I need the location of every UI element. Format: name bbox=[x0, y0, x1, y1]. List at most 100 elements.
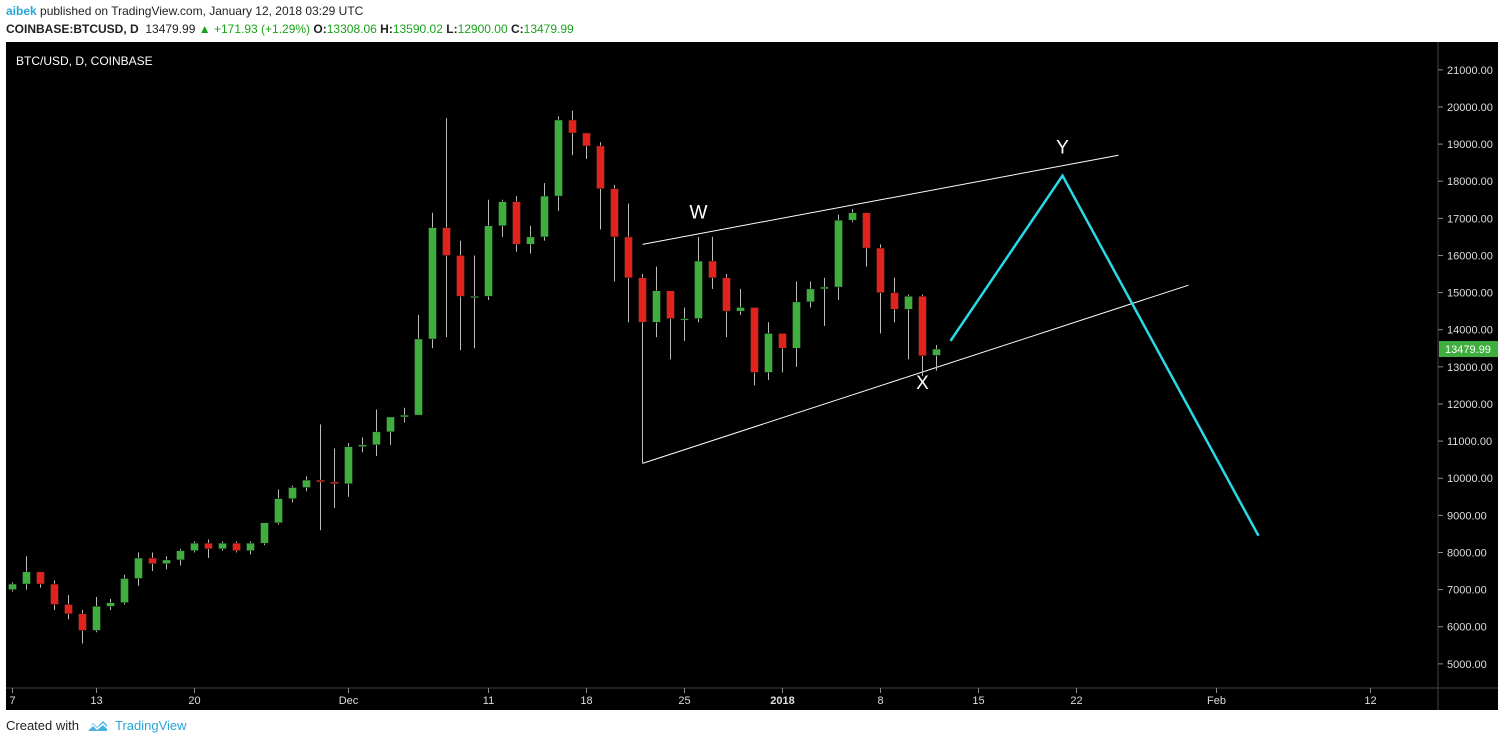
y-tick-label: 19000.00 bbox=[1447, 139, 1493, 151]
candle-body bbox=[456, 255, 465, 297]
candle-body bbox=[596, 145, 605, 189]
created-with-text: Created with bbox=[6, 718, 79, 733]
tradingview-link[interactable]: TradingView bbox=[85, 718, 187, 733]
candle-body bbox=[246, 542, 255, 551]
candle-body bbox=[498, 201, 507, 227]
current-price-label: 13479.99 bbox=[1445, 344, 1491, 356]
x-tick-label: 25 bbox=[678, 695, 690, 707]
candle-body bbox=[260, 522, 269, 544]
candle-body bbox=[806, 288, 815, 303]
candle-body bbox=[526, 236, 535, 245]
wave-label: W bbox=[690, 202, 708, 223]
high-value: 13590.02 bbox=[392, 22, 443, 36]
ohlc-header: COINBASE:BTCUSD, D 13479.99 ▲ +171.93 (+… bbox=[6, 22, 574, 36]
current-price-badge: 13479.99 bbox=[1439, 341, 1498, 358]
candle-body bbox=[372, 431, 381, 446]
candle-body bbox=[918, 296, 927, 356]
footer: Created with TradingView bbox=[6, 718, 187, 733]
x-tick-label: 8 bbox=[877, 695, 883, 707]
y-tick-label: 21000.00 bbox=[1447, 65, 1493, 77]
candle-body bbox=[904, 296, 913, 310]
projection-line bbox=[949, 173, 1260, 537]
candle-body bbox=[764, 333, 773, 373]
candle-body bbox=[134, 557, 143, 579]
close-value: 13479.99 bbox=[523, 22, 574, 36]
candle-body bbox=[78, 613, 87, 631]
channel-line bbox=[642, 284, 1189, 464]
candle-body bbox=[610, 188, 619, 238]
author-link[interactable]: aibek bbox=[6, 4, 37, 18]
candle-body bbox=[554, 119, 563, 197]
low-value: 12900.00 bbox=[457, 22, 508, 36]
candle-body bbox=[64, 604, 73, 614]
up-arrow-icon: ▲ bbox=[198, 22, 211, 36]
candle-body bbox=[120, 578, 129, 603]
y-tick-label: 13000.00 bbox=[1447, 362, 1493, 374]
candle-body bbox=[736, 307, 745, 312]
candle-body bbox=[750, 307, 759, 373]
wave-annotations: W X Y bbox=[690, 137, 1070, 394]
published-text: published on TradingView.com, January 12… bbox=[40, 4, 364, 18]
candle-body bbox=[316, 479, 325, 483]
candle-body bbox=[302, 479, 311, 488]
y-tick-label: 17000.00 bbox=[1447, 213, 1493, 225]
open-label: O: bbox=[313, 22, 327, 36]
y-tick-label: 8000.00 bbox=[1447, 547, 1487, 559]
high-label: H: bbox=[380, 22, 393, 36]
candle-body bbox=[50, 583, 59, 605]
y-tick-label: 16000.00 bbox=[1447, 250, 1493, 262]
candle-body bbox=[190, 542, 199, 551]
chart-background bbox=[6, 42, 1498, 710]
candle-body bbox=[414, 338, 423, 416]
candle-body bbox=[92, 606, 101, 631]
open-value: 13308.06 bbox=[326, 22, 377, 36]
candle-body bbox=[36, 571, 45, 585]
candle-body bbox=[288, 487, 297, 499]
y-tick-label: 18000.00 bbox=[1447, 176, 1493, 188]
publish-header: aibek published on TradingView.com, Janu… bbox=[6, 4, 363, 18]
candle-body bbox=[932, 348, 941, 356]
candle-body bbox=[148, 557, 157, 564]
candle-body bbox=[582, 132, 591, 147]
y-tick-label: 14000.00 bbox=[1447, 325, 1493, 337]
candle-body bbox=[8, 583, 17, 590]
tradingview-logo-icon bbox=[86, 720, 108, 732]
candle-body bbox=[176, 550, 185, 561]
candle-body bbox=[792, 301, 801, 349]
chart-title: BTC/USD, D, COINBASE bbox=[16, 54, 153, 68]
y-tick-label: 12000.00 bbox=[1447, 399, 1493, 411]
time-axis[interactable]: 7 13 20 Dec 11 18 25 2018 8 15 22 Feb 12 bbox=[9, 688, 1377, 707]
wave-label: X bbox=[916, 373, 929, 394]
x-tick-label: 13 bbox=[90, 695, 102, 707]
x-tick-label: 20 bbox=[188, 695, 200, 707]
candle-body bbox=[778, 333, 787, 349]
candle-body bbox=[400, 414, 409, 418]
candlestick-chart[interactable]: BTC/USD, D, COINBASE 5000.00 6000.00 7000.… bbox=[0, 42, 1504, 712]
candle-body bbox=[470, 296, 479, 299]
x-tick-label: 22 bbox=[1070, 695, 1082, 707]
x-tick-label: 18 bbox=[580, 695, 592, 707]
candle-body bbox=[666, 290, 675, 319]
candle-body bbox=[722, 277, 731, 312]
current-price-badge-bg bbox=[1439, 341, 1498, 358]
candle-body bbox=[428, 227, 437, 340]
candle-body bbox=[232, 542, 241, 551]
candle-body bbox=[274, 498, 283, 524]
x-tick-label: 15 bbox=[972, 695, 984, 707]
tradingview-brand: TradingView bbox=[114, 718, 187, 733]
candle-body bbox=[512, 201, 521, 245]
y-tick-label: 11000.00 bbox=[1447, 436, 1492, 448]
price-axis[interactable]: 5000.00 6000.00 7000.00 8000.00 9000.00 10000… bbox=[1438, 65, 1493, 671]
candle-body bbox=[876, 247, 885, 293]
projection-path bbox=[949, 173, 1260, 537]
last-price: 13479.99 bbox=[145, 22, 196, 36]
candle-body bbox=[330, 481, 339, 485]
y-tick-label: 7000.00 bbox=[1447, 585, 1487, 597]
y-tick-label: 20000.00 bbox=[1447, 102, 1493, 114]
candle-body bbox=[540, 195, 549, 238]
symbol-label: COINBASE:BTCUSD, D bbox=[6, 22, 139, 36]
candle-body bbox=[862, 212, 871, 249]
candle-body bbox=[386, 416, 395, 433]
candle-body bbox=[358, 444, 367, 447]
y-tick-label: 5000.00 bbox=[1447, 659, 1487, 671]
